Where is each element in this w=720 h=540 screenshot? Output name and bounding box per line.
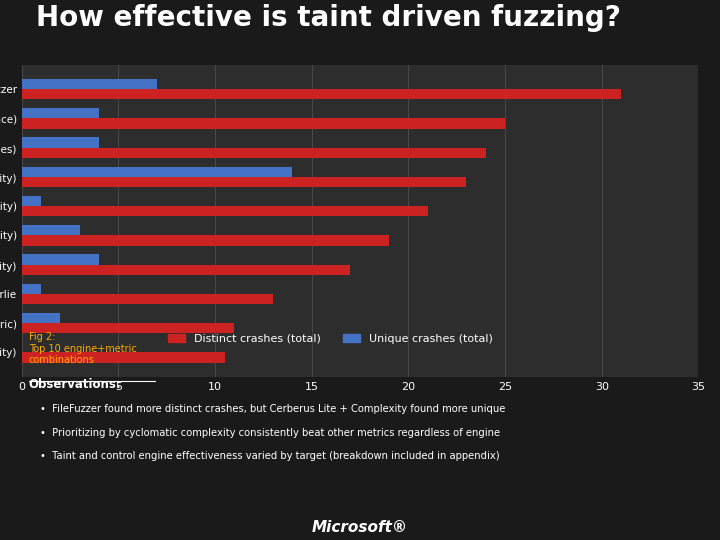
- Bar: [22, 323, 234, 333]
- Text: How effective is taint driven fuzzing?: How effective is taint driven fuzzing?: [36, 4, 621, 32]
- Bar: [22, 196, 41, 206]
- Text: •  Prioritizing by cyclomatic complexity consistently beat other metrics regardl: • Prioritizing by cyclomatic complexity …: [40, 428, 500, 438]
- Bar: [22, 353, 225, 363]
- Bar: [22, 284, 41, 294]
- Bar: [22, 118, 505, 129]
- Bar: [22, 108, 99, 118]
- Bar: [22, 79, 157, 89]
- Bar: [22, 167, 292, 177]
- Bar: [22, 235, 389, 246]
- Text: Fig 2:
Top 10 engine+metric
combinations: Fig 2: Top 10 engine+metric combinations: [29, 332, 137, 365]
- Bar: [22, 265, 351, 275]
- Bar: [22, 313, 60, 323]
- Bar: [22, 177, 467, 187]
- Legend: Distinct crashes (total), Unique crashes (total): Distinct crashes (total), Unique crashes…: [164, 329, 497, 348]
- Bar: [22, 89, 621, 99]
- Text: •  Taint and control engine effectiveness varied by target (breakdown included i: • Taint and control engine effectiveness…: [40, 451, 499, 462]
- Bar: [22, 206, 428, 217]
- Text: Observations:: Observations:: [29, 378, 122, 391]
- Bar: [22, 225, 80, 235]
- Bar: [22, 138, 99, 148]
- Bar: [22, 294, 273, 304]
- Text: •  FileFuzzer found more distinct crashes, but Cerberus Lite + Complexity found : • FileFuzzer found more distinct crashes…: [40, 404, 505, 414]
- Bar: [22, 254, 99, 265]
- Bar: [22, 148, 486, 158]
- Text: Microsoft®: Microsoft®: [312, 519, 408, 535]
